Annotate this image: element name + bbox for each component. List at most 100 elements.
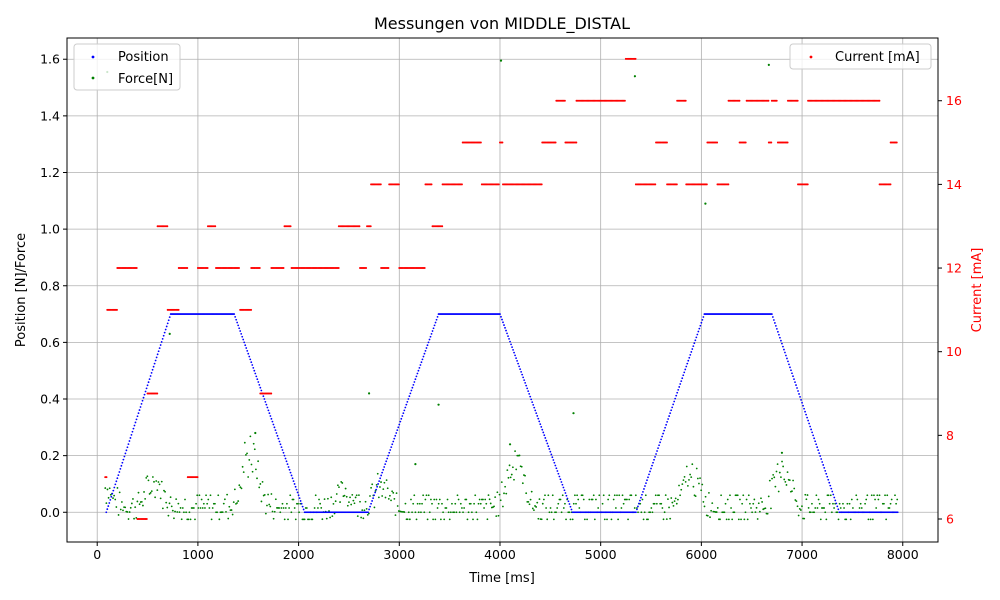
position-point (670, 409, 673, 412)
position-point (514, 354, 516, 357)
force-point (119, 508, 122, 511)
force-point (508, 464, 511, 467)
force-point (226, 493, 229, 496)
force-point (289, 494, 292, 497)
force-point (177, 502, 180, 505)
force-point (208, 507, 211, 509)
force-point (678, 484, 680, 487)
force-point (165, 501, 168, 504)
position-point (702, 316, 705, 318)
force-point (710, 509, 713, 512)
position-point (125, 449, 128, 452)
force-point (473, 502, 475, 505)
position-point (238, 327, 241, 330)
current-point (684, 99, 687, 102)
force-point (727, 518, 730, 521)
force-point (833, 507, 835, 509)
position-point (505, 329, 507, 332)
force-point (498, 493, 501, 496)
force-point (238, 484, 241, 487)
position-point (792, 375, 794, 378)
y-tick-label: 1.6 (40, 52, 60, 67)
force-point (227, 517, 230, 520)
force-point (823, 507, 826, 509)
position-point (284, 457, 287, 460)
position-point (790, 369, 792, 372)
position-point (384, 463, 387, 466)
position-point (816, 446, 819, 449)
position-point (293, 483, 296, 485)
position-point (164, 328, 167, 331)
force-point (873, 494, 875, 497)
position-point (124, 452, 127, 455)
force-point (663, 511, 666, 514)
position-point (650, 467, 652, 470)
position-point (560, 481, 563, 483)
position-point (257, 381, 260, 383)
current-point (145, 518, 148, 520)
force-point (662, 518, 665, 521)
position-point (684, 368, 687, 371)
position-point (249, 358, 252, 361)
force-point (124, 506, 127, 509)
force-point (675, 502, 678, 505)
force-point (552, 518, 555, 521)
position-point (121, 461, 124, 464)
force-point (597, 507, 600, 509)
position-point (403, 409, 406, 412)
position-point (269, 415, 272, 417)
force-point (493, 505, 495, 508)
position-point (561, 483, 564, 486)
current-point (166, 225, 169, 228)
position-point (418, 366, 421, 369)
force-point (583, 518, 586, 521)
force-point (331, 515, 334, 518)
force-point (858, 507, 861, 509)
force-point (582, 498, 585, 501)
position-point (162, 334, 165, 337)
position-point (512, 348, 514, 351)
position-point (534, 409, 537, 412)
position-point (528, 393, 531, 395)
position-point (835, 502, 838, 505)
position-point (646, 479, 648, 482)
position-point (433, 324, 436, 327)
current-point (282, 267, 285, 270)
position-point (508, 337, 510, 340)
force-point (528, 503, 531, 506)
current-point (540, 183, 543, 186)
position-point (775, 327, 778, 330)
force-point (852, 507, 854, 509)
force-point (437, 403, 440, 406)
force-point (775, 470, 778, 473)
force-point (268, 503, 271, 506)
position-point (559, 478, 562, 481)
position-point (691, 348, 694, 350)
force-point (771, 477, 773, 480)
current-point (889, 183, 892, 186)
position-point (159, 344, 162, 346)
legend-left-box (73, 43, 181, 91)
position-point (801, 401, 803, 404)
position-point (564, 492, 567, 494)
position-point (837, 508, 840, 511)
current-point (270, 392, 273, 395)
position-point (682, 374, 685, 377)
force-point (349, 496, 351, 499)
force-point (283, 518, 286, 521)
y-tick-label: 1.0 (40, 222, 60, 237)
force-point (247, 476, 250, 478)
force-point (114, 498, 117, 501)
force-point (138, 503, 141, 506)
force-point (514, 450, 516, 452)
position-point (407, 398, 410, 400)
force-point (577, 498, 580, 501)
position-point (265, 403, 268, 406)
force-point (430, 498, 432, 501)
force-point (601, 502, 604, 505)
position-point (131, 430, 134, 433)
force-point (811, 502, 813, 505)
force-point (274, 498, 277, 501)
position-point (536, 415, 539, 417)
position-point (270, 417, 273, 420)
